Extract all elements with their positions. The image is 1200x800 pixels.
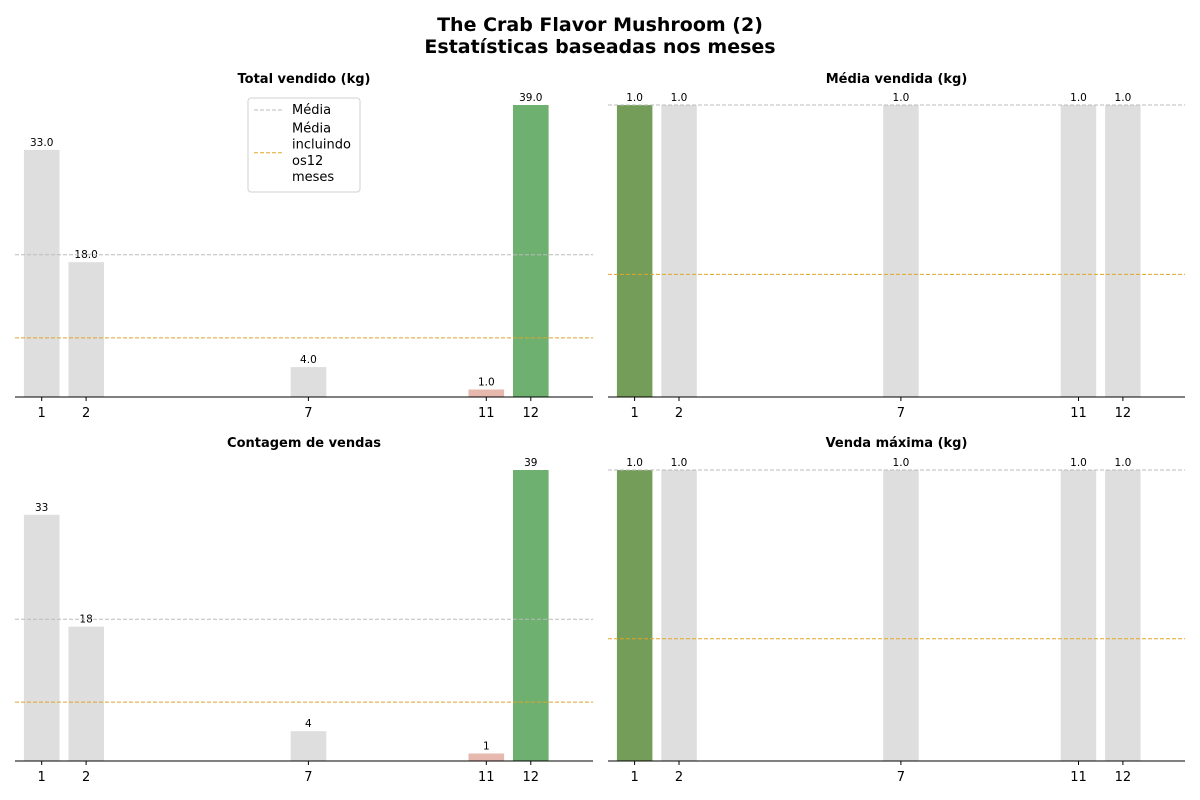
figure-title-line-1: The Crab Flavor Mushroom (2) (437, 14, 763, 36)
data-label-month-2: 1.0 (671, 92, 688, 104)
x-tick-label-11: 11 (1070, 770, 1087, 785)
data-label-month-12: 1.0 (1115, 92, 1132, 104)
bar-month-11 (468, 389, 505, 397)
panel-max-sale: Venda máxima (kg) 1.0 1 1.0 2 1.0 7 1.0 11 1.0 12 (608, 436, 1185, 785)
legend-box (247, 97, 361, 193)
x-tick-label-7: 7 (897, 770, 905, 785)
x-tick-label-1: 1 (630, 770, 638, 785)
bar-month-11 (468, 753, 505, 761)
x-tick-label-1: 1 (38, 770, 46, 785)
x-tick-label-7: 7 (304, 406, 312, 421)
data-label-month-2: 1.0 (671, 457, 688, 469)
bar-month-1 (23, 149, 60, 397)
data-label-month-1: 1.0 (626, 457, 643, 469)
legend-label-mean_all: os12 (292, 154, 323, 169)
x-tick-label-11: 11 (478, 406, 495, 421)
bar-month-7 (290, 731, 327, 761)
x-tick-label-7: 7 (897, 406, 905, 421)
x-tick-label-2: 2 (675, 770, 683, 785)
x-tick-label-12: 12 (523, 770, 540, 785)
data-label-month-1: 33.0 (30, 137, 53, 149)
bar-month-11 (1060, 105, 1097, 397)
legend-label-mean_all: incluindo (292, 138, 351, 153)
bar-month-1 (23, 514, 60, 761)
data-label-month-2: 18 (79, 614, 92, 626)
data-label-month-11: 1.0 (1070, 457, 1087, 469)
data-label-month-1: 33 (35, 502, 48, 514)
bar-month-2 (68, 262, 104, 397)
panel-total-sold: Total vendido (kg) 33.0 1 18.0 2 4.0 7 1.0 11 39.… (15, 72, 593, 421)
bar-month-11 (1060, 470, 1097, 761)
panel-title: Venda máxima (kg) (826, 436, 968, 451)
data-label-month-11: 1.0 (1070, 92, 1087, 104)
bar-month-12 (1105, 105, 1141, 397)
data-label-month-7: 4 (305, 718, 312, 730)
x-tick-label-7: 7 (304, 770, 312, 785)
bar-month-12 (1105, 470, 1141, 761)
bar-month-12 (513, 470, 549, 761)
data-label-month-11: 1.0 (478, 377, 495, 389)
bar-month-1 (616, 470, 653, 761)
bar-month-1 (616, 105, 653, 397)
panel-title: Total vendido (kg) (238, 72, 371, 87)
data-label-month-7: 1.0 (893, 92, 910, 104)
x-tick-label-2: 2 (82, 770, 90, 785)
panel-title: Média vendida (kg) (826, 72, 968, 87)
data-label-month-12: 1.0 (1115, 457, 1132, 469)
data-label-month-12: 39 (524, 457, 537, 469)
legend-label-mean: Média (292, 103, 331, 118)
bar-month-2 (68, 626, 104, 761)
bar-month-2 (661, 105, 697, 397)
panel-mean-sold: Média vendida (kg) 1.0 1 1.0 2 1.0 7 1.0 11 1.0 12 (608, 72, 1185, 421)
legend-label-mean_all: meses (292, 170, 334, 185)
figure-title-line-2: Estatísticas baseadas nos meses (424, 36, 775, 58)
data-label-month-11: 1 (483, 741, 490, 753)
data-label-month-12: 39.0 (519, 92, 542, 104)
x-tick-label-11: 11 (1070, 406, 1087, 421)
data-label-month-2: 18.0 (74, 249, 97, 261)
bar-month-2 (661, 470, 697, 761)
legend-label-mean_all: Média (292, 121, 331, 136)
bar-month-12 (513, 105, 549, 397)
x-tick-label-12: 12 (523, 406, 540, 421)
bar-month-7 (883, 105, 919, 397)
x-tick-label-12: 12 (1115, 770, 1132, 785)
bar-month-7 (883, 470, 919, 761)
x-tick-label-1: 1 (38, 406, 46, 421)
data-label-month-7: 1.0 (893, 457, 910, 469)
data-label-month-7: 4.0 (300, 354, 317, 366)
panel-title: Contagem de vendas (227, 436, 381, 451)
x-tick-label-11: 11 (478, 770, 495, 785)
x-tick-label-2: 2 (675, 406, 683, 421)
x-tick-label-2: 2 (82, 406, 90, 421)
data-label-month-1: 1.0 (626, 92, 643, 104)
x-tick-label-12: 12 (1115, 406, 1132, 421)
x-tick-label-1: 1 (630, 406, 638, 421)
bar-month-7 (290, 367, 327, 397)
